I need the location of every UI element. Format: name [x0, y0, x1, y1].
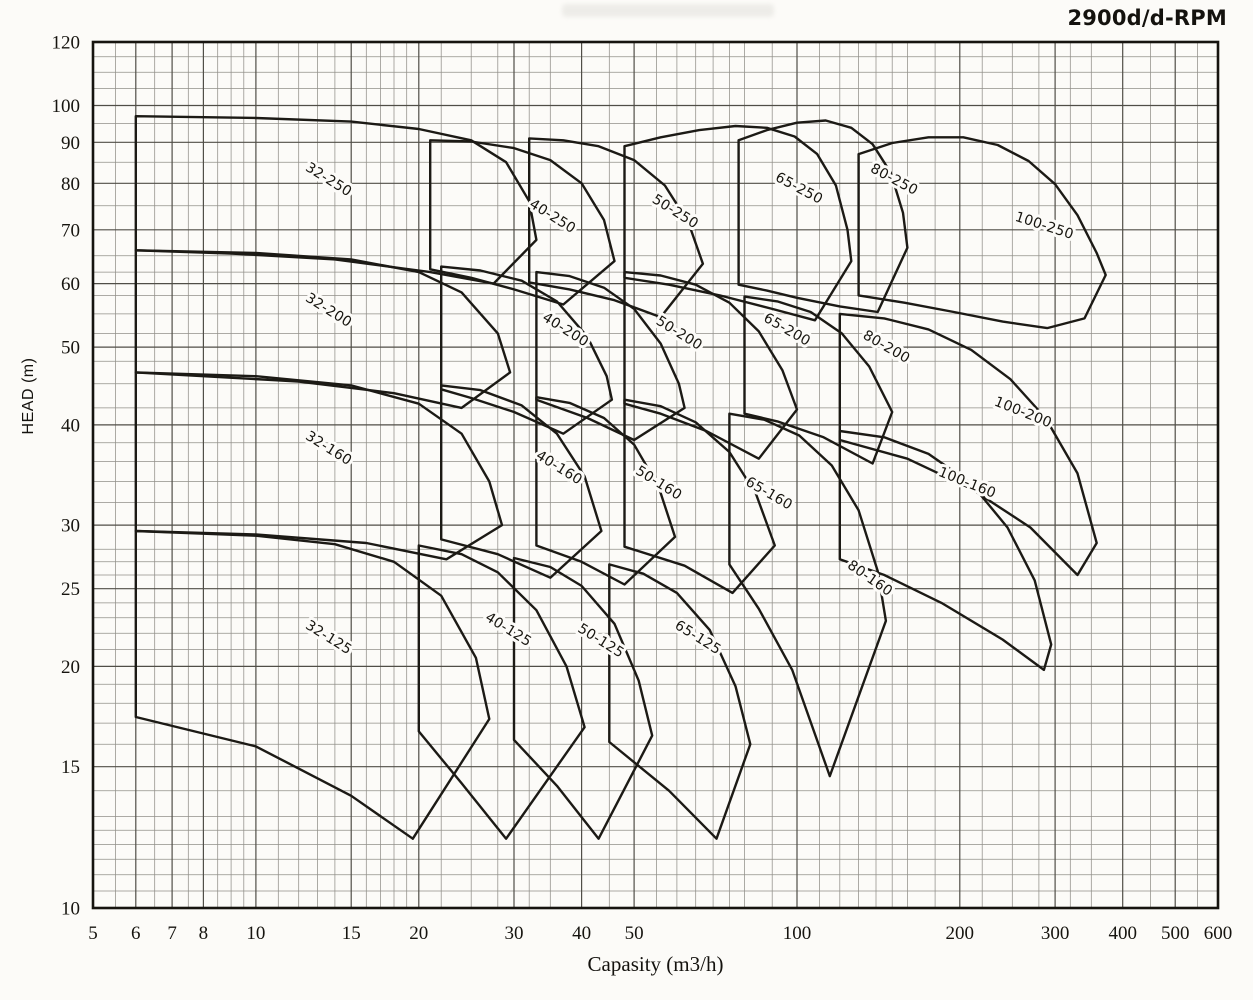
envelope-32-160 [134, 371, 504, 561]
envelope-label-32-250: 32-250 [302, 160, 354, 201]
envelope-65-250 [623, 124, 853, 322]
y-tick-label: 100 [52, 96, 81, 117]
envelope-label-65-125: 65-125 [672, 617, 724, 658]
x-tick-label: 600 [1204, 923, 1233, 944]
y-axis-title: HEAD (m) [20, 357, 37, 435]
envelope-label-50-125: 50-125 [575, 621, 627, 662]
y-tick-label: 30 [61, 516, 80, 537]
envelope-80-250 [737, 119, 909, 314]
x-tick-label: 200 [946, 923, 975, 944]
y-tick-label: 90 [61, 133, 80, 154]
envelope-80-200 [743, 295, 894, 465]
envelopes [134, 115, 1107, 840]
envelope-label-32-200: 32-200 [302, 290, 354, 331]
envelope-label-40-160: 40-160 [533, 448, 585, 489]
envelope-50-250 [528, 137, 705, 319]
envelope-50-125 [512, 556, 654, 840]
envelope-65-160 [623, 398, 776, 595]
y-tick-label: 15 [61, 757, 80, 778]
x-tick-label: 40 [572, 923, 591, 944]
x-tick-label: 15 [342, 923, 361, 944]
envelope-65-200 [623, 270, 799, 460]
envelope-label-100-160: 100-160 [936, 464, 998, 502]
envelope-100-200 [838, 312, 1098, 577]
envelope-label-100-200: 100-200 [992, 394, 1054, 432]
envelope-label-50-250: 50-250 [649, 191, 701, 232]
envelope-65-125 [608, 563, 752, 840]
envelope-32-250 [134, 115, 538, 285]
y-tick-label: 40 [61, 415, 80, 436]
envelope-32-200 [134, 249, 512, 410]
envelope-label-100-250: 100-250 [1013, 209, 1076, 243]
y-tick-label: 120 [52, 33, 81, 54]
scan-artifact [562, 4, 774, 17]
x-axis-title: Capasity (m3/h) [587, 952, 724, 976]
y-tick-label: 60 [61, 274, 80, 295]
x-tick-label: 5 [88, 923, 98, 944]
x-tick-label: 10 [246, 923, 265, 944]
envelope-label-32-125: 32-125 [302, 617, 354, 658]
envelope-40-125 [417, 544, 586, 840]
envelope-label-40-125: 40-125 [482, 609, 534, 650]
y-tick-label: 25 [61, 579, 80, 600]
envelope-label-65-200: 65-200 [761, 310, 814, 350]
rpm-title: 2900d/d-RPM [1067, 6, 1227, 30]
tick-labels: 5 6 7 8 10 15 20 30 40 50 100 200 300 400 500 600 10 15 20… [52, 33, 1233, 945]
grid-minor [93, 42, 1218, 908]
x-tick-label: 20 [409, 923, 428, 944]
grid-major [92, 41, 1219, 909]
envelope-40-160 [440, 384, 603, 579]
x-tick-label: 400 [1108, 923, 1137, 944]
x-tick-label: 6 [131, 923, 141, 944]
y-tick-label: 10 [61, 899, 80, 920]
x-tick-label: 100 [783, 923, 812, 944]
envelope-label-32-160: 32-160 [302, 428, 354, 469]
envelope-40-250 [429, 139, 616, 306]
x-tick-label: 500 [1161, 923, 1190, 944]
x-tick-label: 7 [167, 923, 177, 944]
x-tick-label: 8 [199, 923, 209, 944]
envelope-100-250 [857, 136, 1107, 330]
x-tick-label: 30 [505, 923, 524, 944]
envelope-label-80-250: 80-250 [868, 161, 921, 199]
envelope-label-80-160: 80-160 [844, 557, 895, 600]
y-tick-label: 80 [61, 174, 80, 195]
y-tick-label: 70 [61, 220, 80, 241]
plot-border [91, 40, 1220, 910]
x-tick-label: 50 [625, 923, 644, 944]
envelope-50-160 [535, 396, 677, 586]
envelope-label-65-160: 65-160 [743, 474, 796, 514]
envelope-80-160 [728, 412, 888, 778]
y-tick-label: 20 [61, 657, 80, 678]
envelope-100-160 [838, 429, 1053, 672]
y-tick-label: 50 [61, 338, 80, 359]
envelope-32-125 [134, 529, 491, 840]
envelope-50-200 [535, 270, 686, 442]
envelope-label-40-200: 40-200 [539, 310, 591, 351]
envelope-label-65-250: 65-250 [772, 169, 825, 207]
envelope-40-200 [440, 265, 614, 435]
x-tick-label: 300 [1041, 923, 1070, 944]
